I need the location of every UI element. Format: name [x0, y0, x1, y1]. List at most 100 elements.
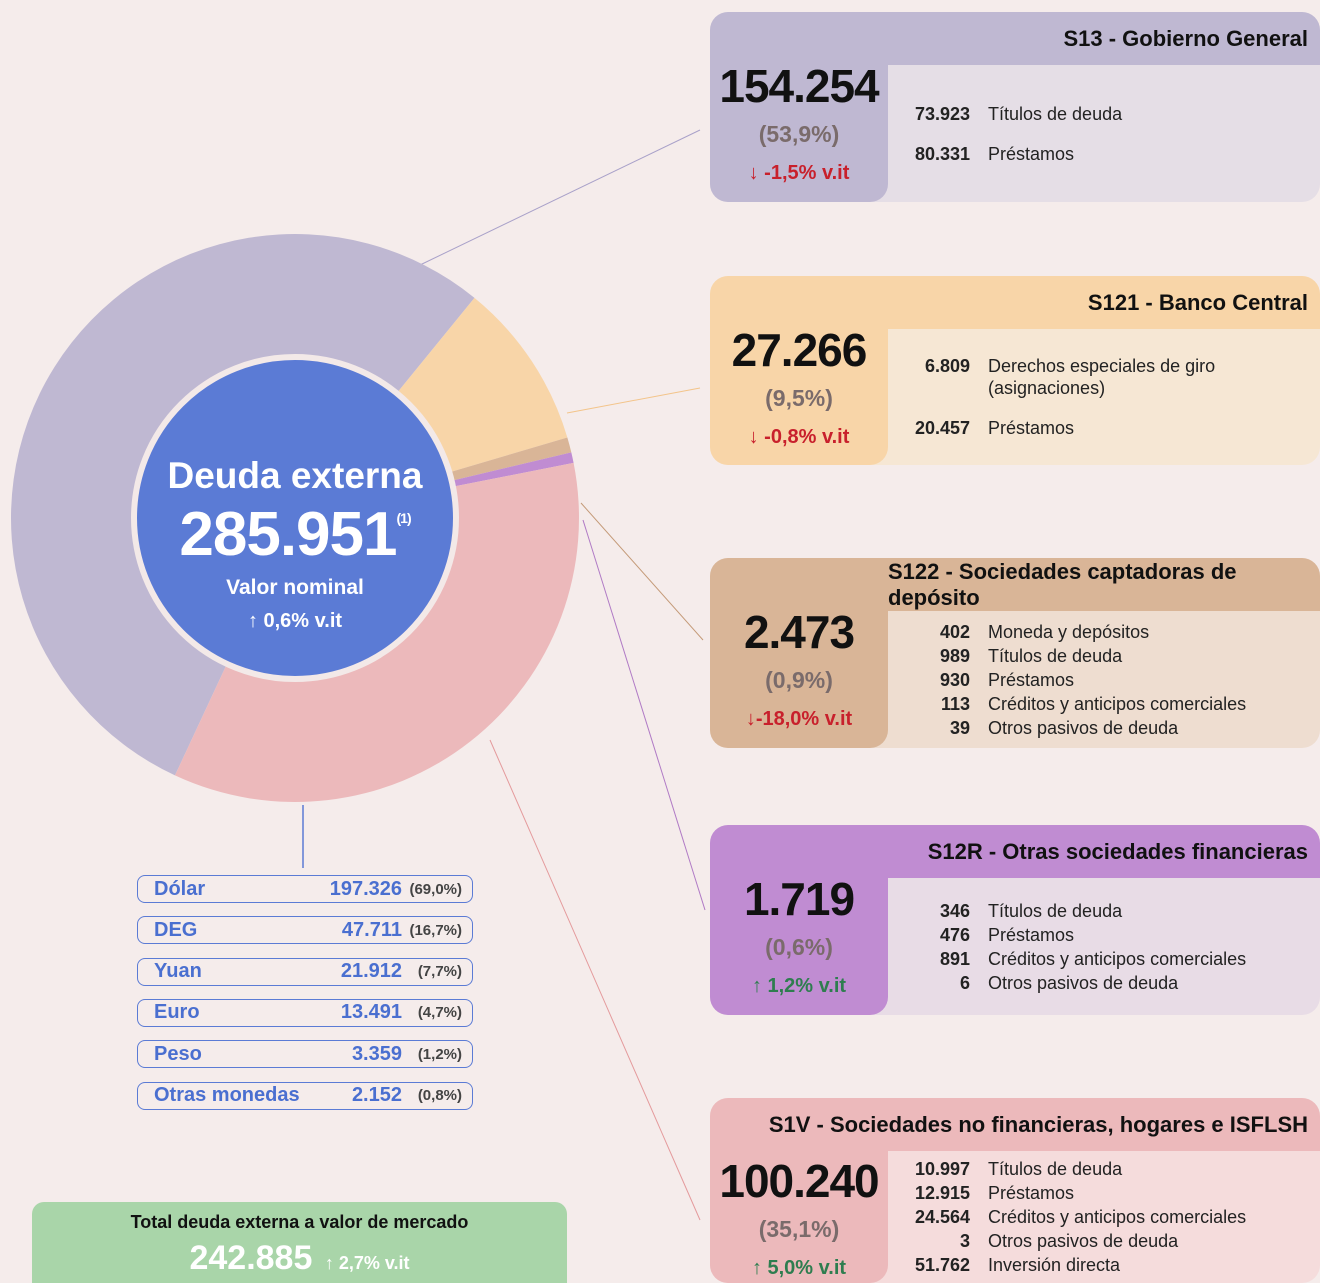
- item-label: Otros pasivos de deuda: [988, 972, 1179, 993]
- sector-summary: 154.254 (53,9%) ↓ -1,5% v.it: [710, 12, 888, 202]
- item-row: 80.331 Préstamos: [908, 143, 1320, 165]
- item-amount: 6.809: [924, 356, 970, 376]
- item-row: 930 Préstamos: [908, 669, 1320, 691]
- item-row: 73.923 Títulos de deuda: [908, 103, 1320, 125]
- sector-change: ↓ -1,5% v.it: [748, 162, 850, 184]
- sector-title: S122 - Sociedades captadoras de depósito: [888, 558, 1320, 611]
- item-row: 10.997 Títulos de deuda: [908, 1158, 1320, 1180]
- currency-share: (4,7%): [417, 1004, 462, 1022]
- item-amount: 113: [940, 693, 970, 714]
- item-amount: 51.762: [914, 1255, 970, 1275]
- currency-row: Euro 13.491 (4,7%): [137, 998, 473, 1027]
- currency-name: Dólar: [154, 877, 206, 900]
- currency-name: Euro: [154, 1001, 200, 1024]
- item-label: Otros pasivos de deuda: [988, 717, 1179, 738]
- sector-summary: 2.473 (0,9%) ↓-18,0% v.it: [710, 558, 888, 748]
- currency-amount: 13.491: [340, 1001, 402, 1024]
- currency-row: Yuan 21.912 (7,7%): [137, 957, 473, 986]
- currency-share: (16,7%): [409, 921, 462, 939]
- sector-items: 10.997 Títulos de deuda 12.915 Préstamos 24.…: [888, 1151, 1320, 1283]
- currency-row: Dólar 197.326 (69,0%): [137, 875, 473, 903]
- currency-amount: 3.359: [351, 1042, 402, 1065]
- sector-panel: S1V - Sociedades no financieras, hogares…: [710, 1098, 1320, 1283]
- currency-share: (1,2%): [417, 1045, 462, 1063]
- sector-total: 154.254: [719, 60, 879, 112]
- sector-summary: 1.719 (0,6%) ↑ 1,2% v.it: [710, 825, 888, 1015]
- item-amount: 24.564: [914, 1207, 970, 1227]
- sector-title: S13 - Gobierno General: [888, 12, 1320, 65]
- sector-panel: S12R - Otras sociedades financieras 1.719…: [710, 825, 1320, 1015]
- currency-share: (69,0%): [409, 880, 462, 898]
- currency-row: DEG 47.711 (16,7%): [137, 916, 473, 945]
- sector-total: 27.266: [731, 323, 868, 376]
- item-row: 402 Moneda y depósitos: [908, 621, 1320, 643]
- item-label: Créditos y anticipos comerciales: [988, 1207, 1247, 1227]
- connector: [489, 739, 701, 1221]
- center-title: Deuda externa: [167, 455, 423, 496]
- sector-summary: 27.266 (9,5%) ↓ -0,8% v.it: [710, 276, 888, 465]
- center-circle: [131, 354, 459, 682]
- item-amount: 930: [939, 669, 970, 690]
- currency-row: Peso 3.359 (1,2%): [137, 1040, 473, 1069]
- center-text: Deuda externa 285.951(1) Valor nominal ↑…: [134, 455, 456, 633]
- center-value-wrap: 285.951(1): [134, 499, 456, 570]
- item-label: Inversión directa: [988, 1255, 1121, 1275]
- donut-segment: [450, 452, 574, 487]
- sector-total: 1.719: [743, 873, 855, 925]
- currency-name: Peso: [154, 1042, 202, 1065]
- currency-amount: 21.912: [340, 960, 402, 983]
- market-title: Total deuda externa a valor de mercado: [130, 1212, 469, 1232]
- currency-share: (7,7%): [417, 963, 462, 981]
- sector-share: (0,9%): [765, 667, 833, 693]
- item-label: Títulos de deuda: [988, 1159, 1123, 1179]
- sector-total: 100.240: [719, 1155, 879, 1207]
- sector-title: S1V - Sociedades no financieras, hogares…: [710, 1098, 1320, 1151]
- item-row: 24.564 Créditos y anticipos comerciales: [908, 1206, 1320, 1228]
- item-row: 346 Títulos de deuda: [908, 900, 1320, 922]
- connector: [419, 129, 701, 266]
- item-label: Moneda y depósitos: [988, 621, 1150, 642]
- item-row: 476 Préstamos: [908, 924, 1320, 946]
- sector-summary: 100.240 (35,1%) ↑ 5,0% v.it: [710, 1151, 888, 1283]
- item-amount: 20.457: [914, 418, 970, 438]
- item-label: Préstamos: [988, 1183, 1075, 1203]
- currency-name: Otras monedas: [154, 1084, 300, 1106]
- item-amount: 3: [959, 1231, 970, 1251]
- sector-items: 6.809 Derechos especiales de giro (asigna…: [888, 329, 1320, 465]
- item-label: Créditos y anticipos comerciales: [988, 948, 1247, 969]
- item-row: 891 Créditos y anticipos comerciales: [908, 948, 1320, 970]
- item-amount: 891: [939, 948, 970, 969]
- market-change: ↑ 2,7% v.it: [324, 1253, 410, 1273]
- donut-segment: [448, 437, 572, 482]
- item-label: Títulos de deuda: [988, 645, 1123, 666]
- connector: [566, 387, 701, 414]
- center-value: 285.951: [179, 500, 397, 569]
- sector-share: (9,5%): [765, 384, 833, 411]
- currency-amount: 197.326: [329, 877, 402, 900]
- item-label: Préstamos: [988, 143, 1075, 164]
- donut-segment: [174, 462, 579, 802]
- sector-items: 73.923 Títulos de deuda 80.331 Préstamos: [888, 65, 1320, 202]
- connectors: [302, 129, 706, 1221]
- item-row: 6 Otros pasivos de deuda: [908, 972, 1320, 994]
- sector-panel: S122 - Sociedades captadoras de depósito…: [710, 558, 1320, 748]
- sector-items: 402 Moneda y depósitos 989 Títulos de deuda…: [888, 611, 1320, 748]
- item-amount: 346: [939, 900, 970, 921]
- item-row: 12.915 Préstamos: [908, 1182, 1320, 1204]
- sector-share: (35,1%): [758, 1216, 840, 1242]
- item-label: Préstamos: [988, 669, 1075, 690]
- sector-share: (53,9%): [758, 121, 840, 147]
- sector-change: ↑ 1,2% v.it: [751, 975, 847, 997]
- market-box: Total deuda externa a valor de mercado 2…: [32, 1202, 567, 1283]
- sector-title: S12R - Otras sociedades financieras: [888, 825, 1320, 878]
- sector-change: ↓ -0,8% v.it: [748, 425, 850, 448]
- center-change: ↑ 0,6% v.it: [247, 610, 343, 632]
- currency-row: Otras monedas 2.152 (0,8%): [137, 1081, 473, 1110]
- item-amount: 989: [939, 645, 970, 666]
- item-amount: 476: [939, 924, 970, 945]
- currency-amount: 47.711: [341, 918, 402, 941]
- item-amount: 402: [939, 621, 970, 642]
- item-label: Préstamos: [988, 418, 1075, 438]
